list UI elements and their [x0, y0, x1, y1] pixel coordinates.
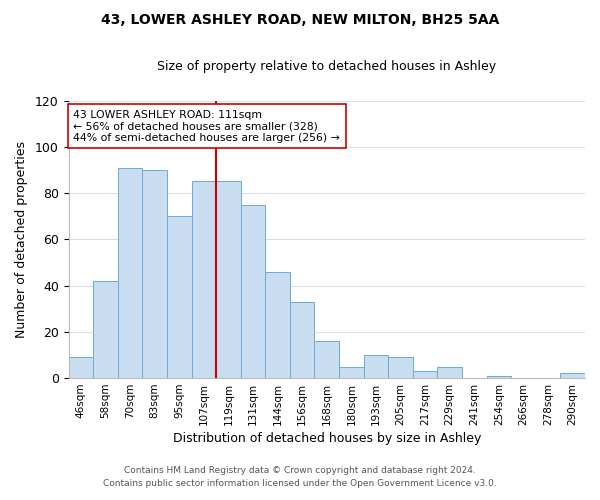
Y-axis label: Number of detached properties: Number of detached properties [15, 141, 28, 338]
Text: Contains HM Land Registry data © Crown copyright and database right 2024.
Contai: Contains HM Land Registry data © Crown c… [103, 466, 497, 487]
Bar [241, 204, 265, 378]
Bar [142, 170, 167, 378]
Bar [68, 358, 93, 378]
Bar [364, 355, 388, 378]
Text: 43 LOWER ASHLEY ROAD: 111sqm
← 56% of detached houses are smaller (328)
44% of s: 43 LOWER ASHLEY ROAD: 111sqm ← 56% of de… [73, 110, 340, 143]
Bar [437, 366, 462, 378]
Bar [167, 216, 191, 378]
Bar [93, 281, 118, 378]
Bar [560, 374, 585, 378]
Bar [487, 376, 511, 378]
Bar [290, 302, 314, 378]
Bar [118, 168, 142, 378]
Bar [314, 341, 339, 378]
Bar [265, 272, 290, 378]
Title: Size of property relative to detached houses in Ashley: Size of property relative to detached ho… [157, 60, 496, 73]
Bar [413, 371, 437, 378]
Bar [388, 358, 413, 378]
Text: 43, LOWER ASHLEY ROAD, NEW MILTON, BH25 5AA: 43, LOWER ASHLEY ROAD, NEW MILTON, BH25 … [101, 12, 499, 26]
Bar [339, 366, 364, 378]
Bar [216, 182, 241, 378]
X-axis label: Distribution of detached houses by size in Ashley: Distribution of detached houses by size … [173, 432, 481, 445]
Bar [191, 182, 216, 378]
